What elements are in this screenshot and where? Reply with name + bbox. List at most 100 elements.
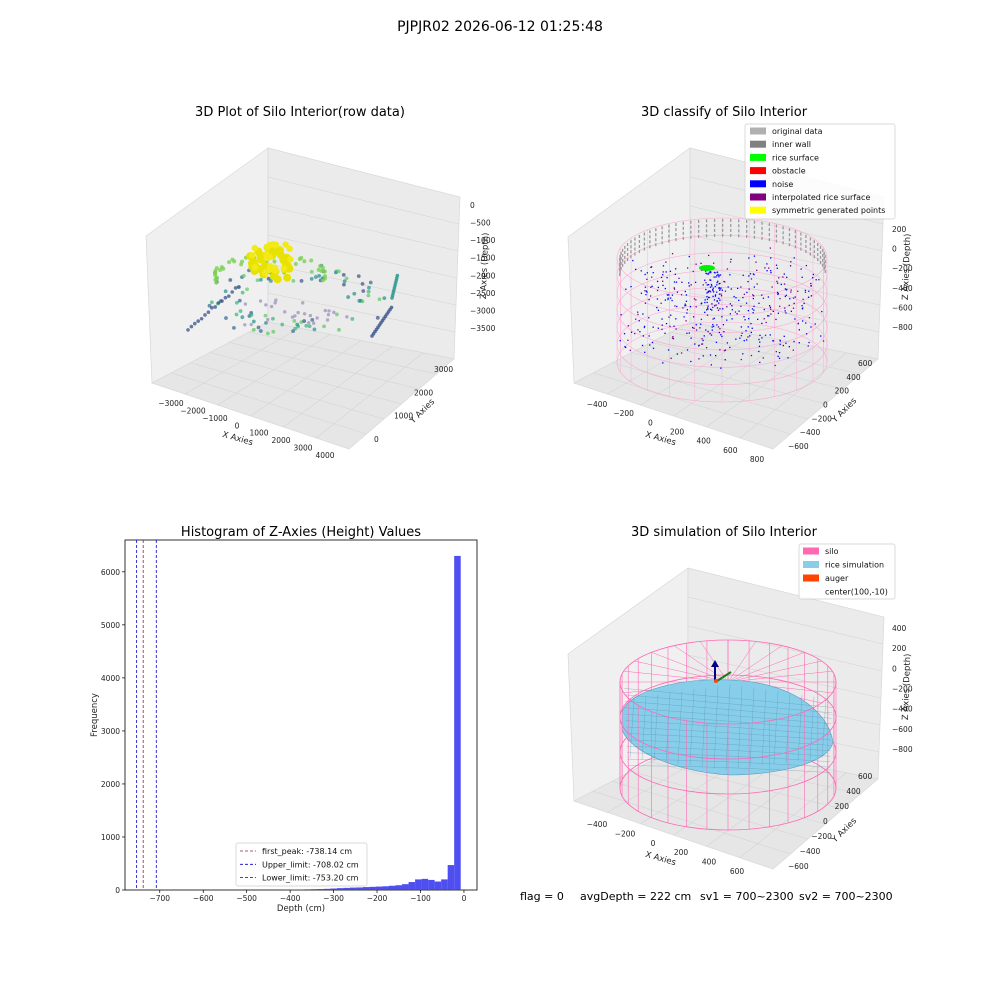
noise-point [713,305,716,307]
noise-point [742,353,744,355]
histogram-legend: first_peak: -738.14 cm Upper_limit: -708.… [235,842,368,887]
simulation-y-label: Y Axies [829,816,859,846]
noise-point [786,288,788,291]
noise-point [761,322,763,325]
simulation-z-label: Z Axies (Depth) [901,653,913,720]
noise-point [707,273,709,275]
y-tick-label: −600 [788,442,809,451]
classify-plot-title: 3D classify of Silo Interior [641,105,808,120]
noise-point [709,332,711,335]
noise-point [651,341,654,344]
wall-point [630,240,632,244]
noise-point [753,255,756,257]
noise-point [706,298,709,300]
wall-point [713,223,716,227]
noise-point [804,291,807,293]
noise-point [713,317,715,319]
data-point [279,255,288,264]
wall-point [722,223,724,227]
wall-point [819,255,822,259]
wall-point [809,247,812,251]
legend-swatch [750,140,766,148]
data-point [272,241,280,248]
histogram-bar [402,884,409,890]
noise-point [716,324,718,326]
noise-point [710,334,713,336]
noise-point [753,305,755,307]
data-point [214,266,219,271]
data-point [360,281,365,286]
data-point [345,315,349,319]
noise-point [671,253,674,255]
wall-point [705,229,708,233]
noise-point [719,308,721,310]
silo-spoke [727,660,822,683]
noise-point [793,340,795,343]
noise-point [740,326,743,328]
legend-label: auger [825,574,849,583]
noise-point [719,274,722,276]
z-tick-label: −600 [892,303,913,312]
wall-point [775,229,778,233]
noise-point [632,259,634,262]
noise-point [700,262,702,265]
wall-point [782,226,784,230]
data-point [318,264,323,269]
noise-point [662,284,664,287]
noise-point [685,294,688,296]
noise-point [719,349,721,351]
surface-mesh-line [629,698,635,759]
noise-point [691,326,694,329]
noise-point [726,319,728,321]
noise-point [790,261,792,263]
noise-point [668,316,670,318]
surface-mesh-line [713,685,719,769]
noise-point [676,353,679,355]
noise-point [718,274,720,276]
y-tick-label: 200 [835,802,850,811]
noise-point [701,302,703,304]
grid-line [267,234,458,279]
data-point [366,293,371,298]
wall-point [697,224,700,228]
wall-point [794,230,797,234]
noise-point [776,291,779,294]
tick-labels: −3000−2000−10000100020003000400001000200… [158,201,495,460]
noise-point [670,297,672,299]
noise-point [743,293,746,295]
y-tick-label: 0 [823,401,828,410]
noise-point [630,331,633,333]
noise-point [786,276,788,278]
legend-swatch [750,206,766,214]
legend-label: Upper_limit: -708.02 cm [262,860,359,869]
noise-point [688,332,690,334]
x-tick-label: 0 [651,839,656,848]
wall-point [643,232,646,236]
raw-plot-title: 3D Plot of Silo Interior(row data) [195,105,405,120]
wall-point [768,233,771,237]
histogram-bar [323,888,331,890]
wall-point [817,252,819,256]
wall-point [775,224,778,228]
simulation-x-label: X Axies [644,850,677,868]
noise-point [700,303,702,305]
legend-swatch [750,153,766,161]
wall-point [705,234,708,238]
noise-point [779,297,781,300]
data-point [228,278,233,282]
noise-point [750,331,753,334]
data-point [255,278,260,283]
noise-point [748,257,750,259]
noise-point [694,281,697,284]
wall-point [697,219,700,223]
y-tick-label: −400 [800,847,821,856]
noise-point [669,270,672,272]
wall-point [746,224,748,228]
surface-mesh-line [821,698,827,759]
noise-point [798,342,800,344]
data-point [216,301,221,305]
wall-point [619,259,621,263]
legend-label: inner wall [772,140,811,149]
noise-point [682,307,684,309]
noise-point [706,314,709,316]
